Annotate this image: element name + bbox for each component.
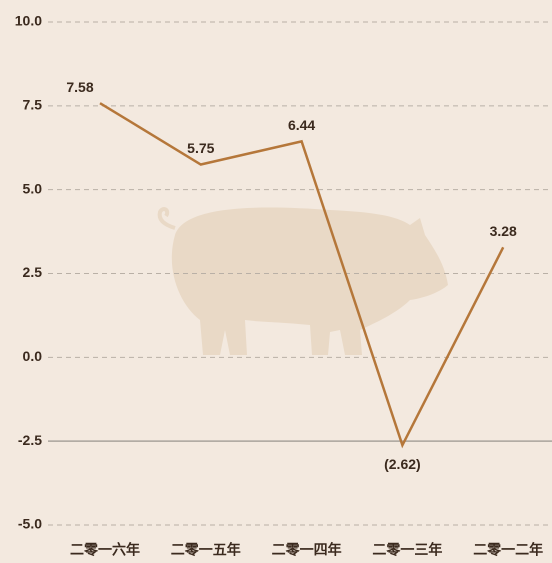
y-tick-label: 10.0 xyxy=(15,13,42,29)
value-label: 7.58 xyxy=(66,79,93,95)
y-tick-label: 5.0 xyxy=(23,180,43,196)
x-tick-label: 二零一二年 xyxy=(473,542,543,558)
x-tick-label: 二零一三年 xyxy=(372,542,442,558)
y-tick-label: 7.5 xyxy=(23,97,43,113)
value-label: 3.28 xyxy=(490,223,517,239)
x-tick-label: 二零一六年 xyxy=(70,542,140,558)
x-tick-label: 二零一五年 xyxy=(171,542,241,558)
y-tick-label: -5.0 xyxy=(18,516,42,532)
value-label: 5.75 xyxy=(187,140,214,156)
pig-silhouette xyxy=(157,207,448,355)
x-tick-label: 二零一四年 xyxy=(272,542,342,558)
y-tick-label: -2.5 xyxy=(18,432,42,448)
y-tick-label: 0.0 xyxy=(23,348,43,364)
value-label: (2.62) xyxy=(384,456,421,472)
y-tick-label: 2.5 xyxy=(23,264,43,280)
line xyxy=(99,102,505,449)
value-label: 6.44 xyxy=(288,117,315,133)
